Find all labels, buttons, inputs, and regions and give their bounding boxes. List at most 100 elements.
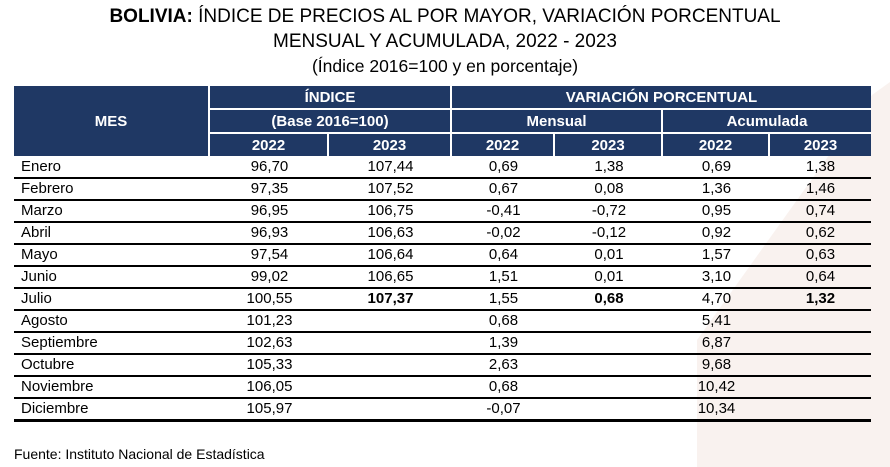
mensual-2022-cell: 0,68 xyxy=(488,378,519,395)
header-mes: MES xyxy=(14,86,208,156)
indice-2022-cell: 105,97 xyxy=(246,400,293,417)
mensual-2022-cell: 2,63 xyxy=(488,356,519,373)
acumulada-2023-cell: 1,46 xyxy=(805,180,836,197)
indice-2022-cell: 105,33 xyxy=(246,356,293,373)
indice-2022-cell: 101,23 xyxy=(246,312,293,329)
mensual-2023-cell: 0,01 xyxy=(594,246,624,263)
indice-2022-cell: 102,63 xyxy=(246,334,293,351)
indice-2023-cell: 106,63 xyxy=(367,224,414,241)
month-cell: Octubre xyxy=(21,356,75,373)
month-cell: Julio xyxy=(21,290,52,307)
source-note: Fuente: Instituto Nacional de Estadístic… xyxy=(14,446,265,462)
header-year-acumulada-2022: 2022 xyxy=(663,134,768,156)
month-cell: Diciembre xyxy=(21,400,89,417)
month-cell: Agosto xyxy=(21,312,68,329)
table-row: Septiembre 102,63 1,39 6,87 xyxy=(14,333,871,355)
acumulada-2022-cell: 0,69 xyxy=(701,158,732,175)
mensual-2022-cell: 0,69 xyxy=(488,158,519,175)
mensual-2022-cell: 1,39 xyxy=(488,334,519,351)
title-subtitle: (Índice 2016=100 y en porcentaje) xyxy=(311,56,579,76)
mensual-2023-cell: 0,01 xyxy=(594,268,624,285)
table-row: Diciembre 105,97 -0,07 10,34 xyxy=(14,399,871,422)
table-row: Febrero 97,35 107,52 0,67 0,08 1,36 1,46 xyxy=(14,179,871,201)
acumulada-2023-cell: 0,63 xyxy=(805,246,836,263)
title-line-1: BOLIVIA: ÍNDICE DE PRECIOS AL POR MAYOR,… xyxy=(0,4,890,29)
table-row: Mayo 97,54 106,64 0,64 0,01 1,57 0,63 xyxy=(14,245,871,267)
indice-2023-cell: 106,75 xyxy=(367,202,414,219)
indice-2022-cell: 97,35 xyxy=(250,180,289,197)
acumulada-2022-cell: 6,87 xyxy=(701,334,732,351)
header-year-acumulada-2023: 2023 xyxy=(770,134,871,156)
mensual-2022-cell: 1,51 xyxy=(488,268,519,285)
month-cell: Febrero xyxy=(21,180,74,197)
table-row: Abril 96,93 106,63 -0,02 -0,12 0,92 0,62 xyxy=(14,223,871,245)
indice-2022-cell: 96,70 xyxy=(250,158,289,175)
table-body: Enero 96,70 107,44 0,69 1,38 0,69 1,38 F… xyxy=(14,157,871,422)
mensual-2022-cell: 0,68 xyxy=(488,312,519,329)
indice-2022-cell: 100,55 xyxy=(246,290,293,307)
acumulada-2023-cell: 0,74 xyxy=(805,202,836,219)
indice-2023-cell: 107,44 xyxy=(367,158,414,175)
mensual-2022-cell: -0,02 xyxy=(486,224,521,241)
month-cell: Mayo xyxy=(21,246,58,263)
mensual-2023-cell: 0,68 xyxy=(594,290,624,307)
indice-2022-cell: 97,54 xyxy=(250,246,289,263)
acumulada-2022-cell: 4,70 xyxy=(701,290,732,307)
table-row: Enero 96,70 107,44 0,69 1,38 0,69 1,38 xyxy=(14,157,871,179)
header-year-indice-2022: 2022 xyxy=(210,134,327,156)
mensual-2022-cell: 0,67 xyxy=(488,180,519,197)
title-country-label: BOLIVIA: xyxy=(109,6,193,27)
acumulada-2022-cell: 1,36 xyxy=(701,180,732,197)
table-row: Noviembre 106,05 0,68 10,42 xyxy=(14,377,871,399)
month-cell: Abril xyxy=(21,224,52,241)
indice-2022-cell: 99,02 xyxy=(250,268,289,285)
acumulada-2022-cell: 5,41 xyxy=(701,312,732,329)
acumulada-2022-cell: 9,68 xyxy=(701,356,732,373)
title-line-1-text: ÍNDICE DE PRECIOS AL POR MAYOR, VARIACIÓ… xyxy=(192,6,781,27)
acumulada-2023-cell: 1,32 xyxy=(805,290,836,307)
header-year-indice-2023: 2023 xyxy=(329,134,450,156)
header-year-mensual-2023: 2023 xyxy=(555,134,661,156)
table-row: Junio 99,02 106,65 1,51 0,01 3,10 0,64 xyxy=(14,267,871,289)
page-title: BOLIVIA: ÍNDICE DE PRECIOS AL POR MAYOR,… xyxy=(0,4,890,78)
month-cell: Marzo xyxy=(21,202,63,219)
acumulada-2022-cell: 10,34 xyxy=(697,400,736,417)
indice-2023-cell: 107,37 xyxy=(367,290,414,307)
header-base-2016: (Base 2016=100) xyxy=(210,110,450,132)
acumulada-2023-cell: 0,62 xyxy=(805,224,836,241)
mensual-2023-cell: 0,08 xyxy=(594,180,624,197)
header-year-mensual-2022: 2022 xyxy=(452,134,553,156)
header-indice: ÍNDICE xyxy=(210,86,450,108)
mensual-2023-cell: -0,12 xyxy=(591,224,627,241)
acumulada-2023-cell: 1,38 xyxy=(805,158,836,175)
acumulada-2022-cell: 0,95 xyxy=(701,202,732,219)
mensual-2022-cell: -0,41 xyxy=(486,202,521,219)
acumulada-2023-cell: 0,64 xyxy=(805,268,836,285)
table-header: MES ÍNDICE VARIACIÓN PORCENTUAL (Base 20… xyxy=(14,86,871,156)
table-row: Octubre 105,33 2,63 9,68 xyxy=(14,355,871,377)
mensual-2022-cell: -0,07 xyxy=(486,400,521,417)
acumulada-2022-cell: 1,57 xyxy=(701,246,732,263)
table-row: Agosto 101,23 0,68 5,41 xyxy=(14,311,871,333)
mensual-2022-cell: 0,64 xyxy=(488,246,519,263)
mensual-2023-cell: -0,72 xyxy=(591,202,627,219)
indice-2022-cell: 96,95 xyxy=(250,202,289,219)
indice-2023-cell: 106,65 xyxy=(367,268,414,285)
header-acumulada: Acumulada xyxy=(663,110,871,132)
indice-2023-cell: 106,64 xyxy=(367,246,414,263)
acumulada-2022-cell: 3,10 xyxy=(701,268,732,285)
month-cell: Noviembre xyxy=(21,378,94,395)
indice-2022-cell: 106,05 xyxy=(246,378,293,395)
table-row: Marzo 96,95 106,75 -0,41 -0,72 0,95 0,74 xyxy=(14,201,871,223)
header-mensual: Mensual xyxy=(452,110,661,132)
title-line-2: MENSUAL Y ACUMULADA, 2022 - 2023 xyxy=(273,31,617,52)
month-cell: Junio xyxy=(21,268,57,285)
month-cell: Septiembre xyxy=(21,334,98,351)
acumulada-2022-cell: 0,92 xyxy=(701,224,732,241)
mensual-2022-cell: 1,55 xyxy=(488,290,519,307)
month-cell: Enero xyxy=(21,158,62,175)
table-row: Julio 100,55 107,37 1,55 0,68 4,70 1,32 xyxy=(14,289,871,311)
mensual-2023-cell: 1,38 xyxy=(594,158,624,175)
acumulada-2022-cell: 10,42 xyxy=(697,378,736,395)
